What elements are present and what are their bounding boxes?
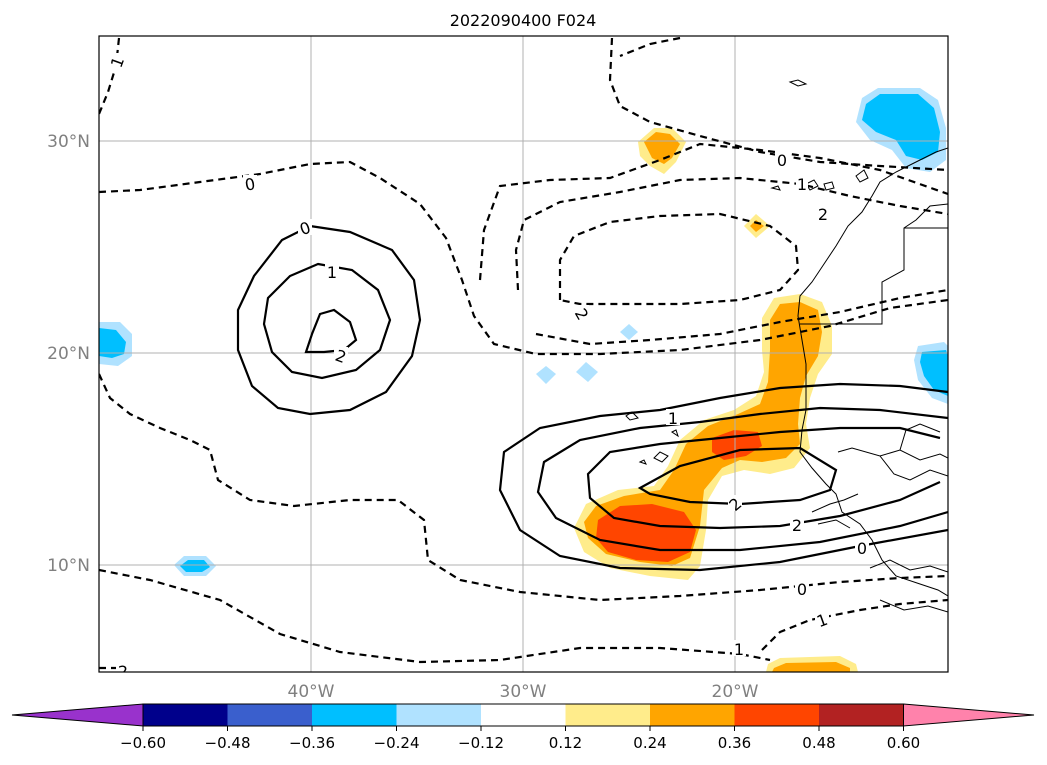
contour-label-one: 1 [668, 409, 678, 428]
contour-label-two: 2 [792, 516, 802, 535]
colorbar-swatch [396, 704, 482, 726]
lat-label-10n: 10°N [47, 556, 90, 576]
colorbar-swatch [565, 704, 651, 726]
contour-label-zero: 0 [777, 151, 787, 170]
contour-label-two: 2 [118, 662, 128, 681]
colorbar-tick-label: −0.48 [205, 734, 251, 752]
lon-label-20w: 20°W [712, 682, 759, 702]
gridlines [99, 36, 948, 672]
lon-label-30w: 30°W [500, 682, 547, 702]
colorbar-swatch [734, 704, 820, 726]
lon-label-40w: 40°W [288, 682, 335, 702]
colorbar-swatch [481, 704, 566, 726]
axis-labels: 30°N 20°N 10°N 40°W 30°W 20°W [47, 132, 759, 702]
colorbar-tick-label: 0.24 [633, 734, 666, 752]
colorbar-tick-label: −0.36 [289, 734, 335, 752]
colorbar-tick-label: −0.12 [458, 734, 504, 752]
dashed-contours [99, 36, 948, 670]
colorbar-tick-label: 0.48 [802, 734, 835, 752]
colorbar: −0.60 −0.48 −0.36 −0.24 −0.12 0.12 0.24 0.36 0.4… [11, 703, 1035, 752]
colorbar-swatch [819, 704, 904, 726]
negative-shading [99, 88, 948, 576]
colorbar-swatch [143, 704, 228, 726]
colorbar-extend-high [903, 703, 1035, 727]
colorbar-swatch [312, 704, 397, 726]
colorbar-swatch [650, 704, 735, 726]
colorbar-tick-label: −0.60 [120, 734, 166, 752]
solid-contours [236, 224, 948, 572]
contour-label-zero: 0 [857, 539, 867, 558]
plot-frame [98, 35, 949, 673]
colorbar-tick-label: 0.36 [718, 734, 751, 752]
map-plot-area: 0 0 1 2 0 1 2 2 1 2 2 0 0 1 [99, 36, 948, 681]
colorbar-tick-label: −0.24 [374, 734, 420, 752]
contour-label-zero: 0 [243, 174, 256, 194]
contour-labels: 0 0 1 2 0 1 2 2 1 2 2 0 0 1 [107, 53, 869, 681]
colorbar-tick-label: 0.60 [887, 734, 920, 752]
contour-label-zero: 0 [797, 580, 807, 599]
colorbar-swatch [227, 704, 313, 726]
colorbar-tick-label: 0.12 [549, 734, 582, 752]
colorbar-frame [142, 703, 904, 727]
contour-label-one: 1 [797, 175, 807, 194]
lat-label-20n: 20°N [47, 344, 90, 364]
contour-label-one: 1 [327, 263, 337, 282]
contour-label-two: 2 [818, 205, 828, 224]
lat-label-30n: 30°N [47, 132, 90, 152]
contour-label-one: 1 [734, 640, 744, 659]
positive-shading [574, 128, 858, 672]
map-title: 2022090400 F024 [450, 11, 597, 30]
colorbar-extend-low [11, 703, 144, 727]
